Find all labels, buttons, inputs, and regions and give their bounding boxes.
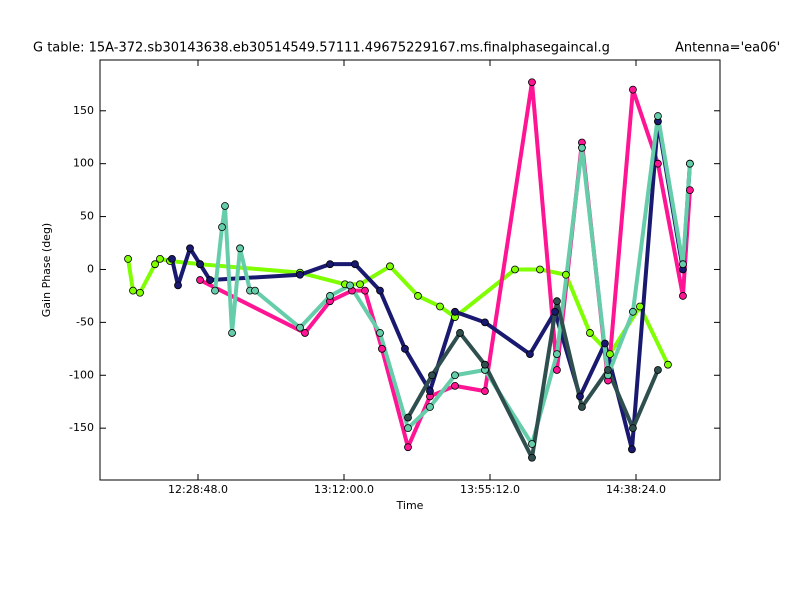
- data-point: [301, 329, 309, 337]
- y-tick-label: -100: [69, 368, 94, 381]
- x-tick-label: 13:55:12.0: [460, 483, 520, 496]
- data-point: [404, 443, 412, 452]
- data-point: [436, 302, 444, 311]
- data-point: [426, 387, 434, 396]
- data-point: [428, 371, 436, 380]
- data-point: [654, 366, 662, 374]
- data-point: [168, 254, 176, 263]
- data-point: [124, 254, 132, 263]
- data-point: [686, 186, 694, 195]
- data-point: [553, 350, 561, 359]
- data-point: [528, 453, 536, 462]
- plot-frame: [99, 59, 721, 481]
- y-axis-label: Gain Phase (deg): [40, 223, 53, 317]
- data-point: [526, 350, 534, 359]
- data-point: [578, 403, 586, 411]
- data-point: [629, 424, 637, 433]
- data-point: [404, 424, 412, 433]
- data-point: [528, 440, 536, 448]
- data-point: [386, 262, 394, 271]
- data-point: [251, 286, 259, 295]
- data-point: [218, 223, 226, 232]
- data-point: [356, 280, 364, 289]
- data-point: [378, 344, 386, 353]
- data-point: [628, 445, 636, 454]
- y-tick-label: 100: [73, 157, 94, 170]
- data-point: [196, 260, 204, 269]
- data-point: [129, 286, 137, 295]
- data-point: [562, 270, 570, 279]
- data-point: [136, 288, 144, 297]
- data-point: [604, 366, 612, 374]
- data-point: [576, 392, 584, 401]
- data-point: [654, 159, 662, 168]
- data-point: [221, 202, 229, 210]
- antenna-label: Antenna='ea06': [675, 41, 780, 56]
- data-point: [426, 403, 434, 411]
- data-point: [296, 323, 304, 332]
- data-point: [376, 329, 384, 337]
- data-point: [401, 344, 409, 353]
- data-point: [326, 260, 334, 269]
- data-point: [586, 329, 594, 337]
- data-point: [361, 286, 369, 295]
- y-tick-label: -150: [69, 421, 94, 434]
- data-point: [404, 413, 412, 422]
- data-point: [451, 371, 459, 380]
- series-line: [406, 299, 660, 460]
- data-point: [326, 292, 334, 300]
- x-tick-label: 12:28:48.0: [168, 483, 228, 496]
- data-point: [664, 360, 672, 369]
- data-point: [629, 85, 637, 94]
- data-point: [679, 292, 687, 300]
- data-point: [351, 260, 359, 269]
- data-point: [296, 270, 304, 279]
- data-point: [679, 260, 687, 269]
- data-point: [186, 244, 194, 253]
- x-axis-label: Time: [396, 499, 424, 512]
- y-tick-label: -50: [76, 315, 94, 328]
- data-point: [551, 307, 559, 316]
- data-point: [536, 265, 544, 274]
- y-tick-label: 50: [80, 210, 94, 223]
- data-point: [629, 307, 637, 316]
- data-point: [451, 381, 459, 390]
- data-point: [528, 78, 536, 87]
- data-point: [456, 329, 464, 337]
- data-point: [606, 350, 614, 359]
- data-point: [414, 292, 422, 300]
- data-point: [174, 281, 182, 290]
- data-point: [511, 265, 519, 274]
- data-point: [228, 329, 236, 337]
- data-point: [601, 339, 609, 348]
- data-point: [481, 318, 489, 327]
- data-point: [654, 112, 662, 120]
- data-point: [553, 366, 561, 374]
- data-point: [481, 360, 489, 369]
- chart-title: G table: 15A-372.sb30143638.eb30514549.5…: [33, 41, 610, 56]
- data-point: [578, 143, 586, 152]
- data-point: [236, 244, 244, 253]
- data-point: [686, 159, 694, 168]
- data-point: [636, 302, 644, 311]
- y-tick-label: 150: [73, 104, 94, 117]
- data-point: [196, 276, 204, 284]
- data-point: [553, 297, 561, 306]
- data-point: [376, 286, 384, 295]
- series-line: [199, 80, 692, 450]
- data-point: [211, 286, 219, 295]
- data-point: [156, 254, 164, 263]
- data-point: [151, 260, 159, 269]
- x-tick-label: 14:38:24.0: [606, 483, 666, 496]
- data-point: [206, 276, 214, 284]
- data-point: [346, 281, 354, 290]
- x-tick-label: 13:12:00.0: [314, 483, 374, 496]
- data-point: [451, 307, 459, 316]
- y-tick-label: 0: [87, 262, 94, 275]
- data-point: [481, 387, 489, 396]
